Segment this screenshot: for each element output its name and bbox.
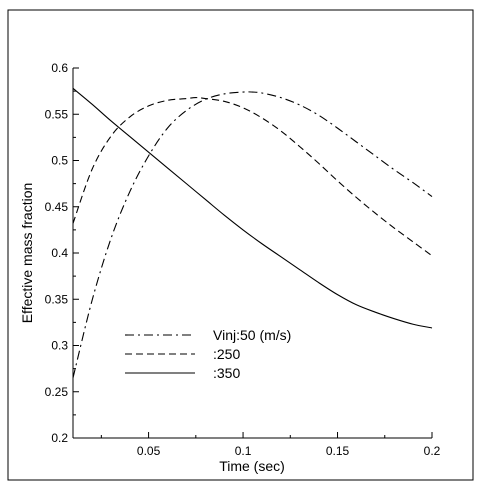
x-axis-label: Time (sec): [219, 458, 285, 474]
legend: Vinj:50 (m/s) :250 :350: [125, 327, 291, 381]
x-axis-ticks: 0.05 0.1 0.15 0.2: [100, 432, 441, 458]
legend-label-3: :350: [213, 365, 240, 381]
y-tick-label: 0.2: [51, 431, 68, 445]
y-tick-label: 0.6: [51, 61, 68, 75]
series-line-1: [72, 91, 433, 379]
plot-area: 0.20.250.30.350.40.450.50.550.6 0.05 0.1 0…: [45, 61, 441, 458]
series-line-3: [72, 87, 433, 329]
y-tick-label: 0.55: [45, 107, 69, 121]
x-tick-label: 0.1: [235, 444, 252, 458]
y-tick-label: 0.5: [51, 154, 68, 168]
legend-label-2: :250: [213, 346, 240, 362]
x-tick-label: 0.05: [137, 444, 161, 458]
series-layer: [72, 87, 433, 379]
x-tick-label: 0.15: [326, 444, 350, 458]
y-tick-label: 0.35: [45, 292, 69, 306]
y-tick-label: 0.4: [51, 246, 68, 260]
series-line-2: [72, 97, 433, 257]
y-tick-label: 0.3: [51, 339, 68, 353]
figure-frame: [7, 9, 474, 481]
y-tick-label: 0.45: [45, 200, 69, 214]
y-axis-label: Effective mass fraction: [19, 183, 35, 324]
x-tick-label: 0.2: [424, 444, 441, 458]
y-tick-label: 0.25: [45, 385, 69, 399]
y-axis-ticks: 0.2 0.25 0.3 0.35 0.4 0.45 0.5 0.55 0.6: [45, 61, 79, 445]
legend-label-1: Vinj:50 (m/s): [213, 327, 291, 343]
